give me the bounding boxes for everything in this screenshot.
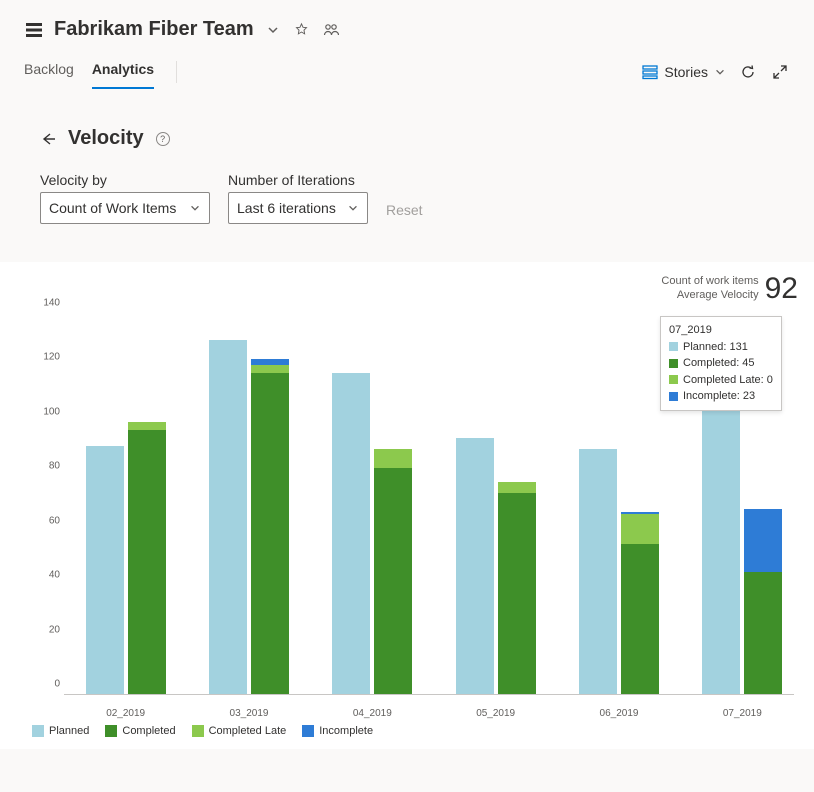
tab-analytics[interactable]: Analytics: [92, 55, 154, 89]
tooltip-swatch: [669, 375, 678, 384]
y-tick: 80: [34, 461, 60, 472]
tooltip-swatch: [669, 392, 678, 401]
legend-swatch: [105, 725, 117, 737]
bar-stacked[interactable]: [498, 482, 536, 694]
bar-group: [332, 373, 412, 694]
legend-swatch: [302, 725, 314, 737]
y-tick: 100: [34, 406, 60, 417]
legend-item-planned[interactable]: Planned: [32, 725, 89, 737]
legend-label: Completed Late: [209, 725, 287, 737]
iterations-label: Number of Iterations: [228, 172, 368, 188]
legend-item-incomplete[interactable]: Incomplete: [302, 725, 373, 737]
bar-seg-completed-late: [374, 449, 412, 468]
tooltip-row: Incomplete: 23: [669, 388, 773, 405]
team-members-icon[interactable]: [321, 20, 341, 40]
stories-dropdown[interactable]: Stories: [642, 64, 726, 80]
tab-divider: [176, 61, 177, 83]
favorite-star-icon[interactable]: [292, 20, 311, 39]
y-tick: 0: [34, 679, 60, 690]
bar-group: [209, 340, 289, 694]
bar-seg-completed-late: [251, 365, 289, 373]
bar-stacked[interactable]: [374, 449, 412, 694]
bar-stacked[interactable]: [621, 512, 659, 694]
tooltip-row: Planned: 131: [669, 339, 773, 356]
legend-item-completed-late[interactable]: Completed Late: [192, 725, 287, 737]
bar-planned[interactable]: [332, 373, 370, 694]
x-axis-label: 03_2019: [230, 708, 269, 719]
y-tick: 20: [34, 624, 60, 635]
tooltip-row: Completed Late: 0: [669, 372, 773, 389]
legend-label: Planned: [49, 725, 89, 737]
stories-label: Stories: [664, 64, 708, 80]
bar-seg-completed: [621, 544, 659, 694]
x-axis-label: 05_2019: [476, 708, 515, 719]
bar-seg-completed: [498, 493, 536, 694]
bar-planned[interactable]: [456, 438, 494, 694]
legend-swatch: [192, 725, 204, 737]
y-tick: 140: [34, 298, 60, 309]
team-switcher-chevron[interactable]: [264, 21, 282, 39]
help-icon[interactable]: ?: [156, 132, 170, 146]
tooltip-title: 07_2019: [669, 322, 773, 339]
x-axis-label: 06_2019: [600, 708, 639, 719]
chevron-down-icon: [189, 202, 201, 214]
bar-seg-completed-late: [621, 514, 659, 544]
reset-button[interactable]: Reset: [386, 202, 423, 224]
chevron-down-icon: [347, 202, 359, 214]
y-tick: 120: [34, 352, 60, 363]
page-title: Velocity: [68, 127, 144, 150]
team-icon: [24, 20, 44, 40]
bar-seg-completed-late: [498, 482, 536, 493]
tooltip-label: Completed Late: 0: [683, 372, 773, 389]
tooltip-row: Completed: 45: [669, 355, 773, 372]
bar-stacked[interactable]: [744, 509, 782, 694]
bar-seg-completed: [251, 373, 289, 694]
tooltip-swatch: [669, 342, 678, 351]
bar-group: [86, 422, 166, 694]
bar-group: [456, 438, 536, 694]
iterations-select[interactable]: Last 6 iterations: [228, 192, 368, 224]
chart-meta-line2: Average Velocity: [661, 288, 758, 302]
tooltip-label: Completed: 45: [683, 355, 755, 372]
bar-seg-completed: [374, 468, 412, 694]
tooltip-swatch: [669, 359, 678, 368]
chart-tooltip: 07_2019Planned: 131Completed: 45Complete…: [660, 316, 782, 411]
legend-label: Incomplete: [319, 725, 373, 737]
back-arrow-icon[interactable]: [40, 131, 56, 147]
velocity-chart-card: Count of work items Average Velocity 92 …: [0, 262, 814, 749]
iterations-value: Last 6 iterations: [237, 200, 336, 216]
chart-area: 020406080100120140 07_2019Planned: 131Co…: [34, 314, 794, 719]
velocity-by-select[interactable]: Count of Work Items: [40, 192, 210, 224]
chevron-down-icon: [714, 66, 726, 78]
bar-planned[interactable]: [579, 449, 617, 694]
x-axis-label: 07_2019: [723, 708, 762, 719]
refresh-icon[interactable]: [738, 62, 758, 82]
x-axis-label: 04_2019: [353, 708, 392, 719]
legend-swatch: [32, 725, 44, 737]
stories-icon: [642, 64, 658, 80]
bar-seg-completed: [128, 430, 166, 694]
bar-planned[interactable]: [86, 446, 124, 694]
velocity-by-value: Count of Work Items: [49, 200, 176, 216]
bar-seg-incomplete: [744, 509, 782, 572]
tooltip-label: Incomplete: 23: [683, 388, 755, 405]
y-tick: 60: [34, 515, 60, 526]
bar-seg-completed-late: [128, 422, 166, 430]
bar-stacked[interactable]: [128, 422, 166, 694]
fullscreen-icon[interactable]: [770, 62, 790, 82]
tab-backlog[interactable]: Backlog: [24, 55, 74, 89]
bar-planned[interactable]: [209, 340, 247, 694]
legend-label: Completed: [122, 725, 175, 737]
bar-stacked[interactable]: [251, 359, 289, 694]
tooltip-label: Planned: 131: [683, 339, 748, 356]
team-name: Fabrikam Fiber Team: [54, 18, 254, 41]
average-velocity-value: 92: [765, 272, 798, 306]
bar-seg-completed: [744, 572, 782, 694]
velocity-by-label: Velocity by: [40, 172, 210, 188]
chart-meta-line1: Count of work items: [661, 274, 758, 288]
x-axis-label: 02_2019: [106, 708, 145, 719]
y-tick: 40: [34, 570, 60, 581]
legend-item-completed[interactable]: Completed: [105, 725, 175, 737]
bar-group: [579, 449, 659, 694]
